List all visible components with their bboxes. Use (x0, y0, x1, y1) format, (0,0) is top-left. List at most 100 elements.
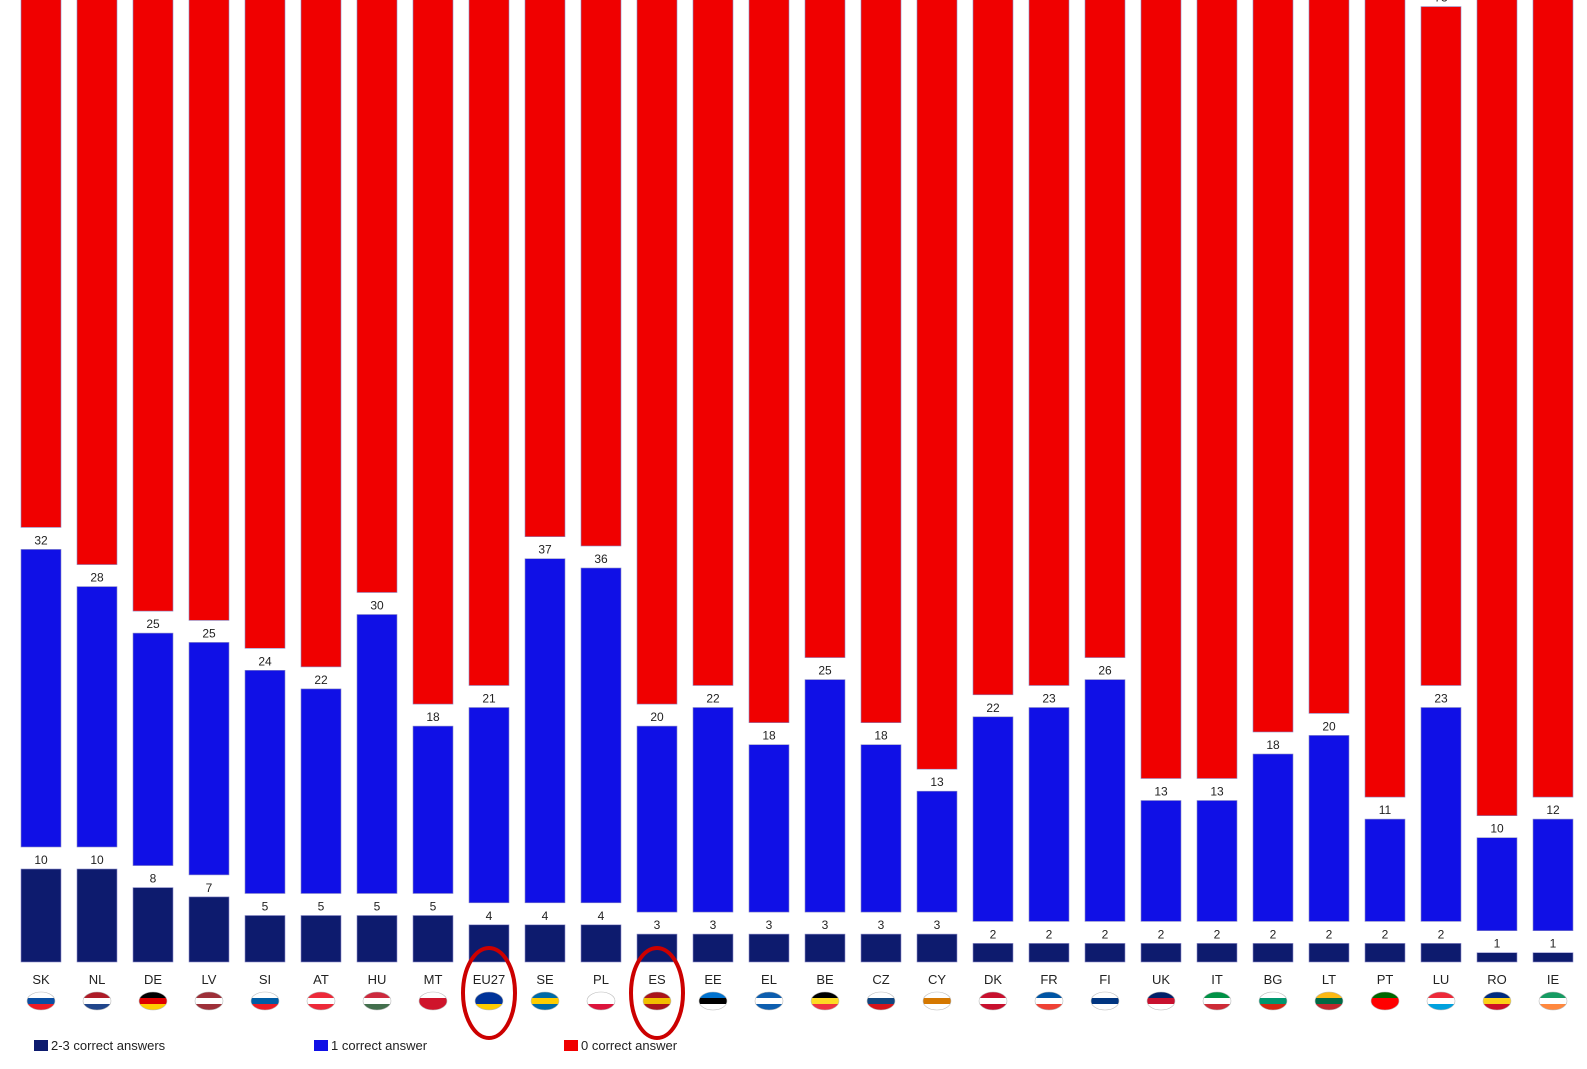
value-label-AT-series-1: 22 (314, 673, 328, 687)
bar-EE-series-2 (692, 0, 734, 686)
flag-outline (586, 991, 616, 1011)
bar-IE-series-0 (1532, 952, 1574, 963)
bar-ES-series-1 (636, 725, 678, 913)
highlight-circle-EU27 (461, 946, 517, 1040)
bar-RO-series-0 (1476, 952, 1518, 963)
flag-outline (474, 991, 504, 1011)
legend-item-0-correct: 0 correct answer (564, 1038, 677, 1053)
value-label-UK-series-0: 2 (1158, 927, 1165, 941)
value-label-BG-series-0: 2 (1270, 927, 1277, 941)
flag-outline (922, 991, 952, 1011)
flag-icon-FI (1091, 992, 1119, 1010)
bar-DE-series-2 (132, 0, 174, 612)
bar-PT-series-2 (1364, 0, 1406, 798)
bar-LT-series-2 (1308, 0, 1350, 714)
category-label-SI: SI (259, 972, 271, 987)
bar-BG-series-0 (1252, 943, 1294, 963)
bar-MT-series-1 (412, 725, 454, 894)
legend-label: 0 correct answer (581, 1038, 678, 1053)
flag-icon-FR (1035, 992, 1063, 1010)
bar-NL-series-1 (76, 586, 118, 848)
value-label-BE-series-1: 25 (818, 664, 832, 678)
bar-LT-series-1 (1308, 735, 1350, 922)
bar-LU-series-0 (1420, 943, 1462, 963)
flag-outline (1314, 991, 1344, 1011)
bar-FI-series-1 (1084, 679, 1126, 922)
value-label-SI-series-0: 5 (262, 900, 269, 914)
flag-outline (866, 991, 896, 1011)
bar-DE-series-0 (132, 887, 174, 963)
value-label-PL-series-1: 36 (594, 552, 608, 566)
flag-outline (306, 991, 336, 1011)
value-label-PT-series-0: 2 (1382, 927, 1389, 941)
flag-outline (194, 991, 224, 1011)
bar-SI-series-0 (244, 915, 286, 963)
bar-FR-series-2 (1028, 0, 1070, 686)
bar-DE-series-1 (132, 632, 174, 866)
flag-outline (138, 991, 168, 1011)
flag-icon-HU (363, 992, 391, 1010)
flag-outline (530, 991, 560, 1011)
value-label-HU-series-0: 5 (374, 900, 381, 914)
flag-outline (26, 991, 56, 1011)
value-label-FI-series-1: 26 (1098, 664, 1112, 678)
value-label-LV-series-1: 25 (202, 626, 216, 640)
value-label-IT-series-1: 13 (1210, 785, 1224, 799)
value-label-RO-series-1: 10 (1490, 822, 1504, 836)
value-label-ES-series-0: 3 (654, 918, 661, 932)
value-label-UK-series-1: 13 (1154, 785, 1168, 799)
bar-FI-series-2 (1084, 0, 1126, 658)
flag-outline (1146, 991, 1176, 1011)
flag-icon-RO (1483, 992, 1511, 1010)
legend-swatch-red (564, 1040, 578, 1051)
value-label-BG-series-1: 18 (1266, 738, 1280, 752)
bar-PL-series-1 (580, 567, 622, 904)
value-label-HU-series-1: 30 (370, 599, 384, 613)
bar-IE-series-1 (1532, 818, 1574, 931)
bar-LU-series-1 (1420, 707, 1462, 922)
flag-icon-SK (27, 992, 55, 1010)
value-label-AT-series-0: 5 (318, 900, 325, 914)
bar-MT-series-0 (412, 915, 454, 963)
flag-icon-LT (1315, 992, 1343, 1010)
category-label-SK: SK (32, 972, 50, 987)
flag-outline (250, 991, 280, 1011)
bar-CY-series-2 (916, 0, 958, 770)
value-label-LU-series-0: 2 (1438, 927, 1445, 941)
category-label-EE: EE (704, 972, 722, 987)
bar-SE-series-0 (524, 924, 566, 963)
flag-icon-UK (1147, 992, 1175, 1010)
value-label-FR-series-0: 2 (1046, 927, 1053, 941)
bar-BE-series-1 (804, 679, 846, 913)
flag-outline (362, 991, 392, 1011)
category-label-IT: IT (1211, 972, 1223, 987)
value-label-DE-series-0: 8 (150, 872, 157, 886)
value-label-EU27-series-0: 4 (486, 909, 493, 923)
bar-LU-series-2 (1420, 6, 1462, 686)
value-label-CY-series-0: 3 (934, 918, 941, 932)
category-label-DK: DK (984, 972, 1002, 987)
bar-EL-series-1 (748, 744, 790, 913)
flag-outline (642, 991, 672, 1011)
legend-label: 1 correct answer (331, 1038, 428, 1053)
bar-MT-series-2 (412, 0, 454, 705)
value-label-IE-series-0: 1 (1550, 937, 1557, 951)
value-label-MT-series-0: 5 (430, 900, 437, 914)
flag-outline (1034, 991, 1064, 1011)
flag-outline (810, 991, 840, 1011)
flag-outline (978, 991, 1008, 1011)
bar-EU27-series-1 (468, 707, 510, 904)
bar-EE-series-0 (692, 933, 734, 963)
category-label-AT: AT (313, 972, 329, 987)
value-label-ES-series-1: 20 (650, 710, 664, 724)
value-label-EE-series-1: 22 (706, 692, 720, 706)
flag-icon-PT (1371, 992, 1399, 1010)
flag-icon-DE (139, 992, 167, 1010)
value-label-LU-series-2: 73 (1434, 0, 1448, 5)
bar-BE-series-0 (804, 933, 846, 963)
bar-CZ-series-2 (860, 0, 902, 724)
flag-icon-EL (755, 992, 783, 1010)
flag-outline (1258, 991, 1288, 1011)
bar-EE-series-1 (692, 707, 734, 913)
